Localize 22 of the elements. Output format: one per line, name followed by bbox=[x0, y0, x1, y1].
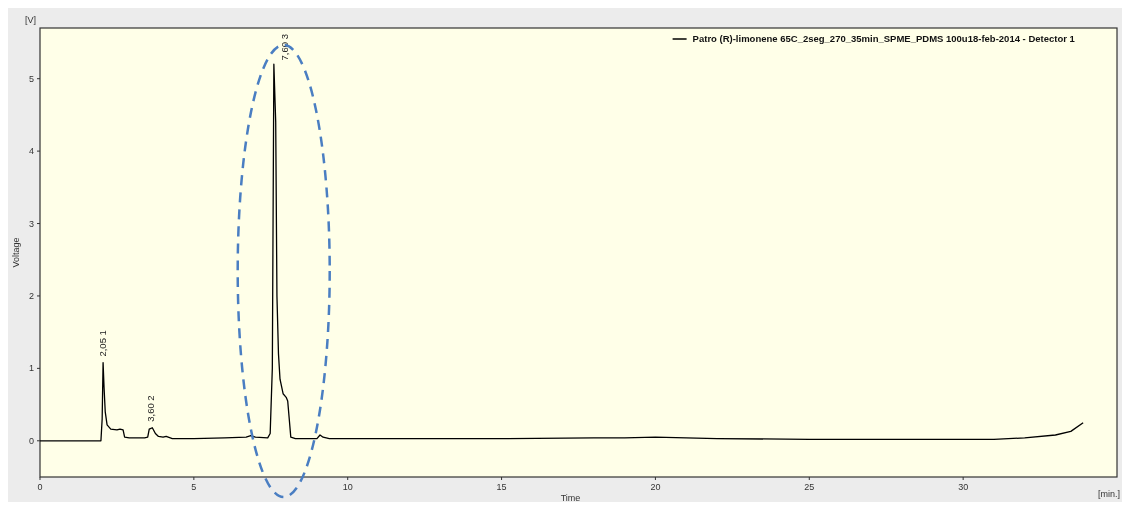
line-series bbox=[39, 63, 1084, 442]
annotation: 3,60 2 bbox=[144, 395, 156, 422]
x-tick-label: 15 bbox=[496, 482, 507, 492]
y-tick-label: 3 bbox=[28, 218, 34, 229]
y-tick-label: 2 bbox=[28, 290, 34, 301]
y-tick-label: 4 bbox=[28, 146, 34, 157]
x-tick-label: 25 bbox=[804, 482, 815, 492]
x-tick-label: 30 bbox=[958, 482, 969, 492]
y-tick-label: 5 bbox=[28, 73, 34, 84]
text: [min.] bbox=[1097, 489, 1120, 499]
annotation: 2,05 1 bbox=[97, 330, 109, 357]
x-tick-label: 5 bbox=[191, 482, 197, 492]
x-tick-label: 20 bbox=[650, 482, 661, 492]
annotation: 7,60 3 bbox=[278, 34, 290, 61]
y-axis-title: Voltage bbox=[11, 237, 21, 268]
text: [V] bbox=[24, 15, 36, 25]
legend-label: Patro (R)-limonene 65C_2seg_270_35min_SPME_PDMS 100u18-feb-2014 - Detector 1 bbox=[692, 33, 1076, 44]
x-axis-title: Time bbox=[560, 493, 581, 503]
x-tick-label: 0 bbox=[37, 482, 43, 492]
x-tick-label: 10 bbox=[342, 482, 353, 492]
y-tick-label: 1 bbox=[28, 363, 34, 374]
y-tick-label: 0 bbox=[28, 435, 34, 446]
